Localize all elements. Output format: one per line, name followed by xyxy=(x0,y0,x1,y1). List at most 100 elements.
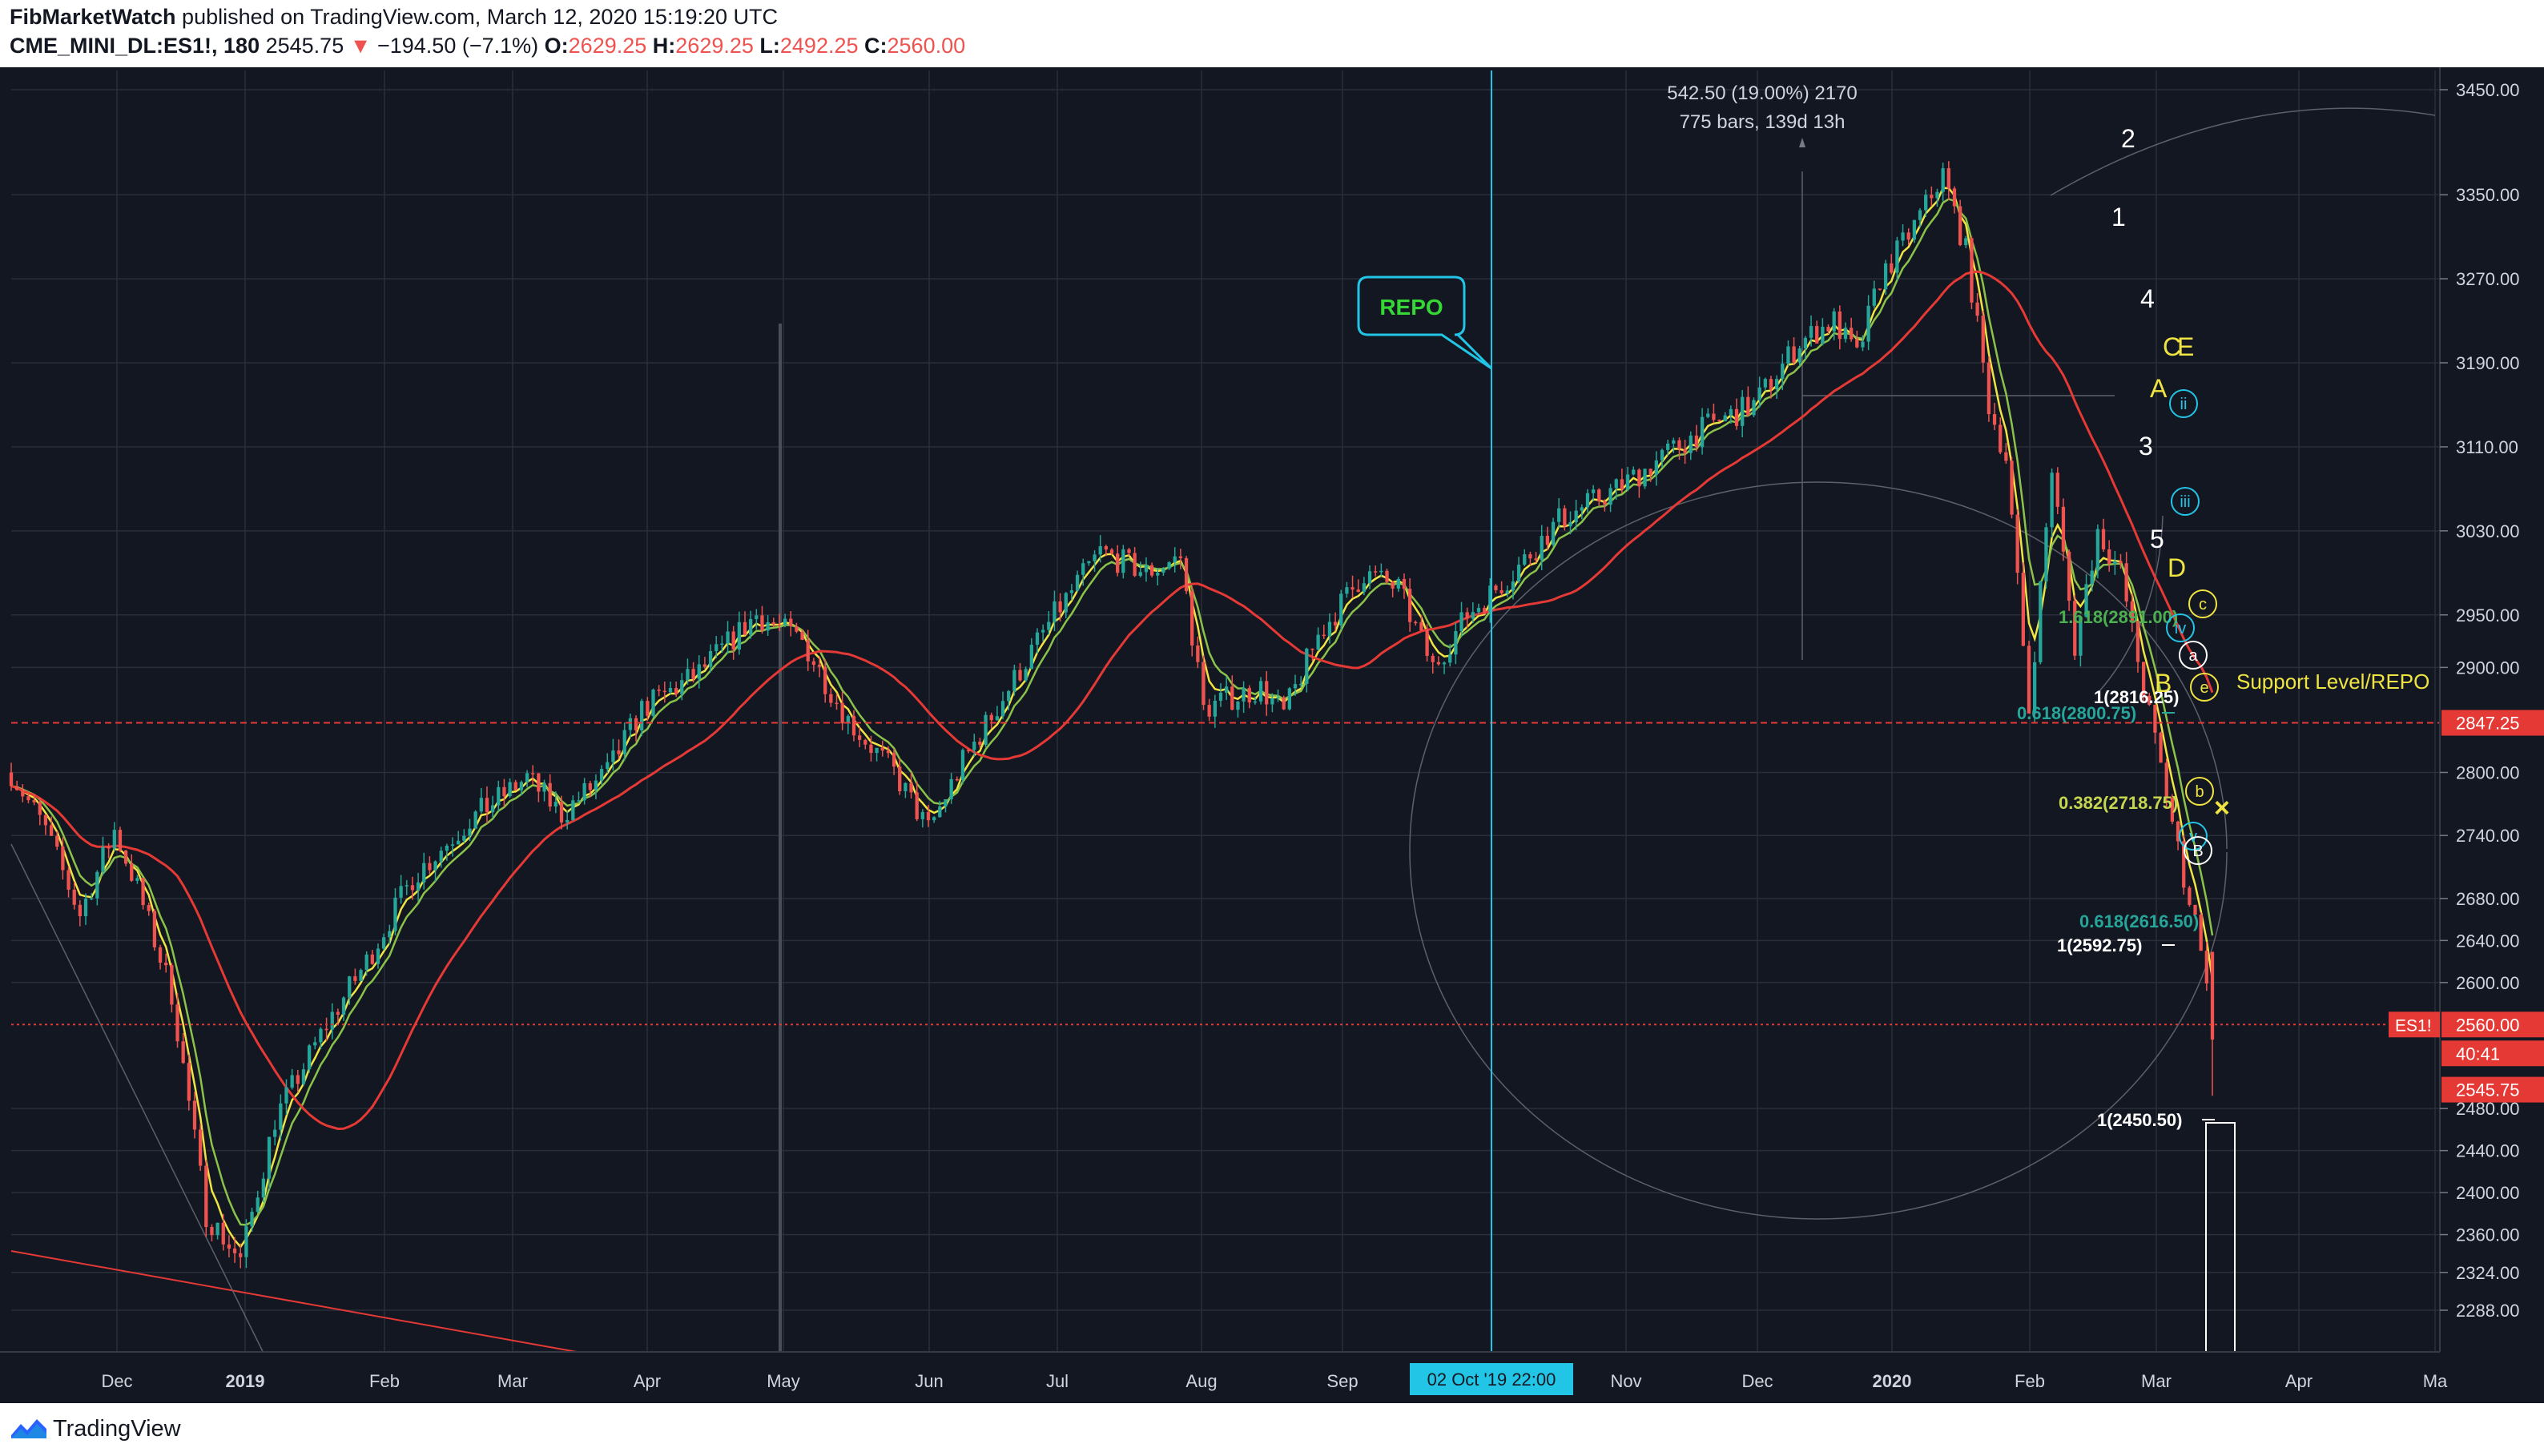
circled-wave-marker xyxy=(2166,613,2195,642)
candle-body xyxy=(1883,263,1888,290)
candle-body xyxy=(1339,593,1343,625)
candle-body xyxy=(1081,563,1085,575)
candle-body xyxy=(2210,951,2215,1040)
candle-body xyxy=(130,863,134,881)
brand-text[interactable]: TradingView xyxy=(53,1416,181,1442)
candle-body xyxy=(599,769,604,781)
publish-info: FibMarketWatch published on TradingView.… xyxy=(10,5,778,30)
candle-body xyxy=(972,742,976,750)
candle-body xyxy=(2095,529,2100,571)
fib-level-label: 0.382(2718.75) xyxy=(2059,793,2178,813)
candle-body xyxy=(1190,591,1194,646)
candle-body xyxy=(646,701,650,716)
fib-level-label: 1.618(2891.00) xyxy=(2059,607,2178,627)
candle-body xyxy=(2107,549,2111,565)
candle-body xyxy=(1098,546,1102,555)
candle-body xyxy=(1047,621,1051,630)
candle-body xyxy=(1850,328,1854,340)
circled-wave-label: ii xyxy=(2180,396,2188,413)
candle-body xyxy=(1694,435,1699,448)
candle-body xyxy=(2170,797,2175,822)
price-tick-label: 2440.00 xyxy=(2456,1141,2520,1161)
circled-wave-label: e xyxy=(2200,679,2208,697)
candle-body xyxy=(1511,581,1516,591)
tradingview-logo-icon[interactable] xyxy=(10,1414,50,1442)
candle-body xyxy=(2073,601,2077,656)
candle-body xyxy=(428,863,432,871)
candle-body xyxy=(542,782,546,792)
candle-body xyxy=(1516,565,1521,582)
symbol-tag: ES1! xyxy=(2395,1016,2432,1035)
candle-body xyxy=(537,773,541,792)
circled-wave-label: a xyxy=(2188,647,2198,665)
candle-body xyxy=(1591,489,1596,493)
arc-large xyxy=(1409,481,2228,1220)
candle-body xyxy=(457,840,461,845)
candle-body xyxy=(1167,562,1171,569)
time-tick-label: Feb xyxy=(369,1371,400,1391)
candle-body xyxy=(279,1103,283,1130)
candle-body xyxy=(1333,621,1338,625)
candle-body xyxy=(473,811,477,829)
candle-body xyxy=(1041,629,1045,633)
candle-body xyxy=(1970,238,1974,303)
candle-body xyxy=(123,851,128,864)
chart-area[interactable]: 542.50 (19.00%) 2170 775 bars, 139d 13h RE… xyxy=(0,67,2544,1404)
author-name[interactable]: FibMarketWatch xyxy=(10,5,176,29)
last-price: 2545.75 xyxy=(265,34,344,58)
wave-label: 2 xyxy=(2121,124,2135,153)
candle-body xyxy=(1178,556,1183,558)
candle-body xyxy=(405,885,409,887)
candle-body xyxy=(559,802,564,823)
candle-body xyxy=(2015,514,2019,573)
candle-body xyxy=(1551,521,1556,545)
candle-body xyxy=(118,830,123,851)
candle-body xyxy=(261,1178,266,1198)
trendline-lower xyxy=(10,1250,578,1353)
wave-label: B xyxy=(2155,669,2172,698)
wave-label: C xyxy=(2163,332,2181,361)
support-label: Support Level/REPO xyxy=(2236,670,2429,694)
candlesticks xyxy=(9,161,2215,1269)
candle-body xyxy=(1144,565,1149,573)
candle-body xyxy=(204,1165,208,1228)
candle-body xyxy=(1350,587,1355,590)
candle-body xyxy=(324,1028,328,1031)
circled-wave-marker xyxy=(2190,673,2219,702)
price-change: −194.50 (−7.1%) xyxy=(376,34,539,58)
candle-body xyxy=(1287,688,1291,710)
candle-body xyxy=(433,861,437,871)
candle-body xyxy=(1568,522,1572,527)
candle-body xyxy=(15,786,19,790)
candle-body xyxy=(1448,654,1452,663)
candle-body xyxy=(823,666,827,694)
symbol-info: CME_MINI_DL:ES1!, 180 2545.75 ▼ −194.50 … xyxy=(10,34,965,58)
candle-body xyxy=(2148,695,2152,705)
candle-body xyxy=(966,750,971,751)
candle-body xyxy=(26,796,30,801)
candle-body xyxy=(490,805,495,813)
candle-body xyxy=(1540,536,1544,561)
candle-body xyxy=(777,624,782,626)
candle-body xyxy=(846,716,850,724)
candle-body xyxy=(1007,690,1011,702)
candle-body xyxy=(152,911,157,947)
symbol-name[interactable]: CME_MINI_DL:ES1!, 180 xyxy=(10,34,260,58)
candle-body xyxy=(1242,688,1246,702)
candle-body xyxy=(147,905,151,911)
candle-body xyxy=(1958,206,1962,246)
candle-body xyxy=(702,664,707,667)
candle-body xyxy=(1786,346,1790,364)
candle-body xyxy=(1821,326,1825,344)
candle-body xyxy=(932,817,936,821)
time-tick-label: 2019 xyxy=(226,1371,265,1391)
price-chart[interactable]: 542.50 (19.00%) 2170 775 bars, 139d 13h RE… xyxy=(0,67,2544,1404)
wave-label: 3 xyxy=(2139,432,2153,461)
candle-body xyxy=(1116,553,1120,573)
candle-body xyxy=(926,811,931,821)
candle-body xyxy=(497,786,501,806)
candle-body xyxy=(1483,608,1487,613)
repo-callout-text: REPO xyxy=(1379,295,1443,320)
candle-body xyxy=(1981,316,1985,363)
circled-wave-marker xyxy=(2171,487,2200,516)
